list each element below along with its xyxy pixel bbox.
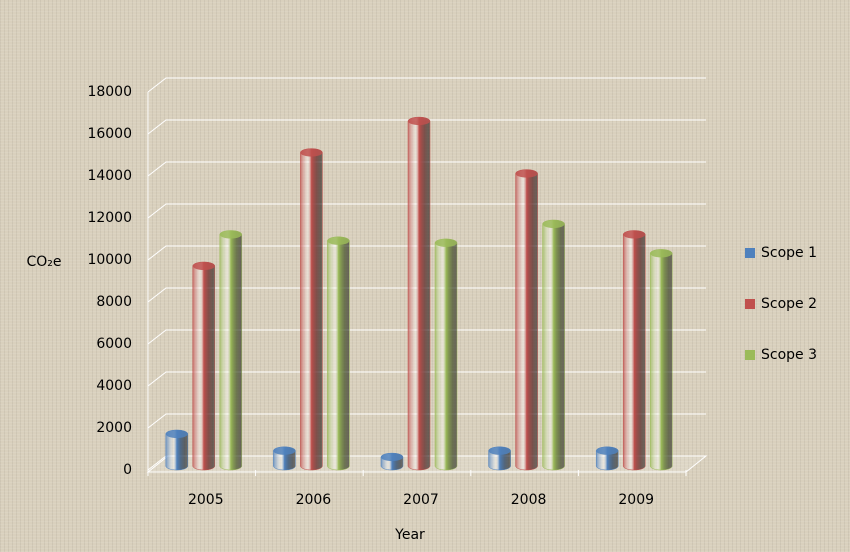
legend-swatch (745, 350, 755, 360)
bar (300, 148, 323, 471)
grid-line (147, 77, 706, 93)
bar-top (596, 446, 619, 455)
grid-line (147, 119, 706, 135)
y-tick-label: 16000 (87, 126, 132, 142)
bar (407, 116, 431, 471)
bar (622, 230, 646, 471)
bar-top (435, 238, 457, 247)
x-tick-label: 2009 (618, 492, 654, 508)
bar (434, 238, 458, 471)
bar-top (327, 236, 350, 245)
y-tick-label: 18000 (87, 84, 132, 100)
grid-line (147, 161, 706, 177)
legend-label: Scope 1 (761, 245, 817, 261)
bar-top (273, 446, 296, 455)
bar-top (623, 230, 646, 239)
bar-top (650, 249, 673, 258)
legend-swatch (745, 299, 755, 309)
legend-label: Scope 3 (761, 347, 817, 363)
y-tick-label: 8000 (96, 294, 132, 310)
x-axis-label: Year (394, 527, 425, 543)
bar-top (542, 220, 565, 228)
bar (192, 261, 216, 471)
y-axis-label: CO₂e (26, 254, 61, 270)
bar (515, 169, 538, 471)
x-tick-label: 2005 (188, 492, 224, 508)
bar-top (408, 117, 430, 126)
bar-top (488, 446, 511, 455)
y-tick-label: 4000 (96, 378, 132, 394)
legend-label: Scope 2 (761, 296, 817, 312)
bar (542, 219, 565, 471)
x-tick-label: 2008 (511, 492, 547, 508)
y-tick-label: 0 (123, 462, 132, 478)
bar (219, 230, 243, 471)
bar-top (192, 262, 215, 270)
x-tick-label: 2006 (296, 492, 332, 508)
bar (327, 236, 350, 471)
bar-top (300, 148, 323, 157)
y-tick-label: 6000 (96, 336, 132, 352)
bar-top (165, 430, 188, 438)
y-tick-label: 12000 (87, 210, 132, 226)
bar-top (515, 169, 538, 178)
y-tick-label: 14000 (87, 168, 132, 184)
bar-top (381, 453, 403, 462)
y-tick-label: 10000 (87, 252, 132, 268)
y-tick-label: 2000 (96, 420, 132, 436)
x-tick-label: 2007 (403, 492, 439, 508)
legend-swatch (745, 248, 755, 258)
bar (649, 249, 673, 471)
bar-top (219, 230, 242, 239)
